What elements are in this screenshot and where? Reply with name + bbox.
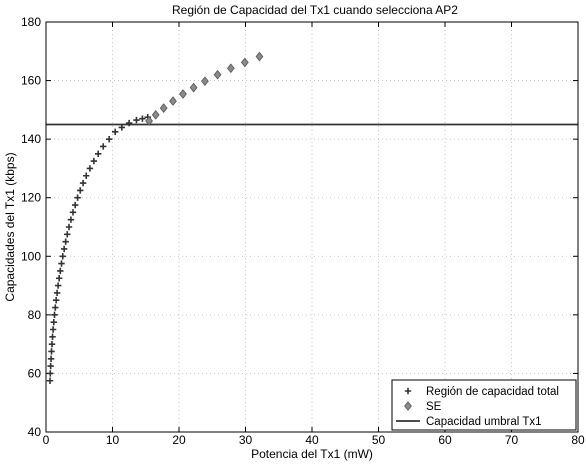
capacity-region-point bbox=[65, 223, 73, 231]
capacity-region-point bbox=[62, 238, 69, 245]
capacity-region-point bbox=[48, 348, 55, 355]
capacity-region-point bbox=[69, 209, 77, 216]
y-tick-label: 140 bbox=[21, 132, 41, 146]
x-axis-label: Potencia del Tx1 (mW) bbox=[251, 447, 373, 461]
capacity-region-point bbox=[58, 260, 65, 267]
capacity-region-point bbox=[99, 143, 107, 150]
x-tick-label: 50 bbox=[372, 433, 386, 447]
capacity-region-point bbox=[47, 370, 54, 377]
y-axis-ticks: 40 60 80 100 120 140 160 180 bbox=[21, 15, 578, 439]
y-tick-label: 180 bbox=[21, 15, 41, 29]
capacity-region-point bbox=[118, 124, 126, 131]
capacity-region-point bbox=[77, 187, 84, 194]
capacity-region-point bbox=[139, 115, 146, 122]
capacity-region-point bbox=[125, 119, 133, 127]
se-point bbox=[179, 89, 187, 99]
capacity-region-point bbox=[49, 326, 57, 333]
se-point bbox=[189, 82, 198, 93]
x-tick-label: 80 bbox=[571, 433, 585, 447]
capacity-region-point bbox=[64, 231, 71, 238]
capacity-region-point bbox=[83, 172, 90, 179]
x-tick-label: 20 bbox=[172, 433, 186, 447]
capacity-region-point bbox=[57, 267, 64, 275]
y-tick-label: 160 bbox=[21, 74, 41, 88]
capacity-region-point bbox=[51, 311, 58, 319]
capacity-region-point bbox=[133, 116, 140, 124]
se-point bbox=[213, 69, 222, 80]
capacity-region-point bbox=[60, 245, 68, 253]
capacity-region-point bbox=[55, 275, 63, 282]
legend-symbol-diamond bbox=[404, 401, 412, 411]
capacity-region-point bbox=[79, 179, 87, 187]
capacity-region-point bbox=[48, 340, 56, 348]
capacity-region-point bbox=[52, 297, 60, 304]
se-point bbox=[159, 103, 168, 113]
capacity-region-point bbox=[67, 216, 75, 223]
se-point bbox=[226, 63, 235, 74]
y-axis-label: Capacidades del Tx1 (kbps) bbox=[3, 152, 17, 301]
legend: Región de capacidad total SE Capacidad umb… bbox=[391, 379, 577, 431]
y-tick-label: 40 bbox=[28, 425, 42, 439]
legend-entry-label: SE bbox=[426, 401, 442, 413]
x-tick-label: 10 bbox=[106, 433, 120, 447]
se-point bbox=[145, 116, 153, 126]
capacity-region-point bbox=[47, 362, 54, 370]
x-tick-label: 40 bbox=[305, 433, 319, 447]
capacity-region-point bbox=[111, 128, 119, 136]
se-point bbox=[151, 109, 160, 120]
capacity-region-point bbox=[71, 201, 79, 209]
capacity-region-point bbox=[74, 194, 81, 201]
capacity-region-point bbox=[95, 150, 102, 157]
x-axis-ticks: 0 10 20 30 40 50 60 70 80 bbox=[43, 22, 585, 447]
legend-entry-label: Capacidad umbral Tx1 bbox=[426, 416, 542, 428]
capacity-region-point bbox=[59, 253, 66, 260]
plot-frame bbox=[45, 21, 579, 433]
se-point bbox=[240, 57, 249, 68]
data-series-layer bbox=[46, 51, 264, 384]
se-point bbox=[201, 76, 209, 86]
capacity-region-point bbox=[49, 333, 56, 341]
legend-entry-label: Región de capacidad total bbox=[426, 386, 559, 398]
grid-lines bbox=[46, 22, 578, 432]
capacity-region-point bbox=[50, 318, 57, 326]
y-tick-label: 80 bbox=[28, 308, 42, 322]
legend-box bbox=[391, 379, 577, 431]
x-tick-label: 70 bbox=[505, 433, 519, 447]
x-tick-label: 0 bbox=[43, 433, 50, 447]
legend-symbol-plus bbox=[404, 387, 412, 395]
capacity-region-point bbox=[46, 377, 54, 384]
capacity-region-point bbox=[52, 304, 59, 311]
capacity-region-point bbox=[90, 157, 98, 165]
capacity-region-point bbox=[86, 165, 94, 172]
x-tick-label: 60 bbox=[438, 433, 452, 447]
x-tick-label: 30 bbox=[239, 433, 253, 447]
y-tick-label: 120 bbox=[21, 191, 41, 205]
chart-title: Región de Capacidad del Tx1 cuando selec… bbox=[172, 3, 458, 17]
se-point bbox=[255, 51, 264, 62]
capacity-region-point bbox=[54, 282, 62, 289]
se-point bbox=[169, 96, 177, 106]
capacity-region-point bbox=[53, 289, 61, 297]
y-tick-label: 100 bbox=[21, 249, 41, 263]
capacity-region-point bbox=[105, 135, 113, 143]
y-tick-label: 60 bbox=[28, 366, 42, 380]
capacity-region-point bbox=[47, 355, 55, 362]
